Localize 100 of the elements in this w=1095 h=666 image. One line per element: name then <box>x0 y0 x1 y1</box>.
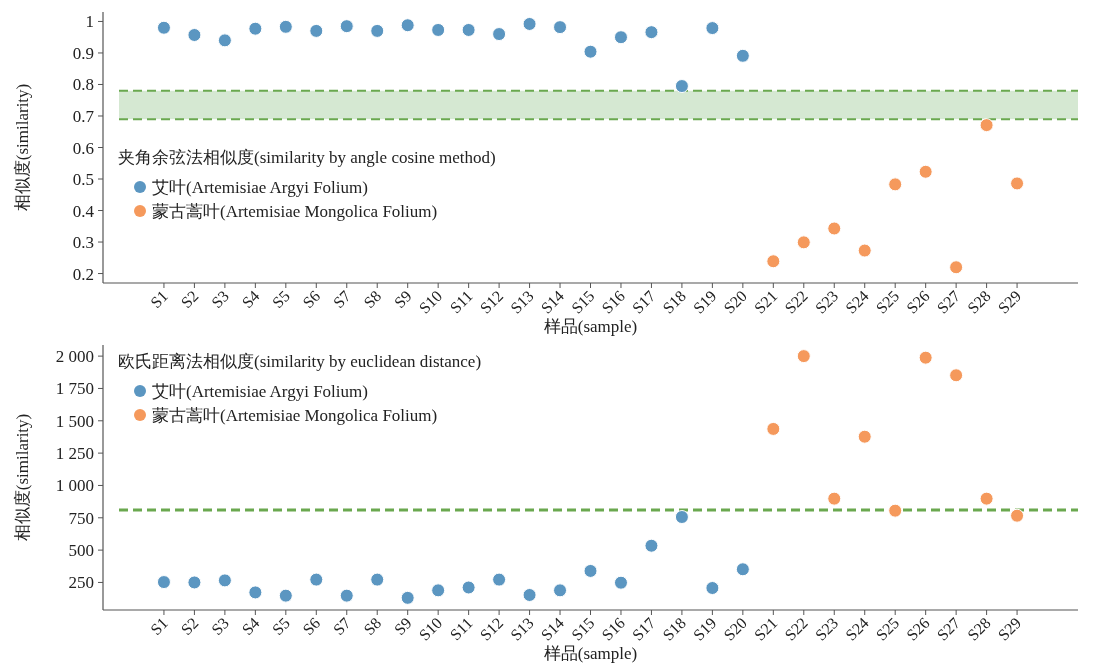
point <box>309 23 324 38</box>
x-tick-label: S10 <box>415 287 446 317</box>
y-tick-label: 2 000 <box>55 347 94 367</box>
x-tick-label: S19 <box>689 287 720 317</box>
y-tick-label: 0.4 <box>72 201 95 221</box>
y-tick-label: 0.8 <box>72 75 94 95</box>
x-tick-label: S25 <box>872 614 903 644</box>
y-tick-label: 250 <box>68 573 94 593</box>
x-tick-label: S17 <box>628 287 659 317</box>
point <box>918 164 933 179</box>
x-tick-label: S22 <box>781 614 811 644</box>
point <box>553 583 568 598</box>
y-tick-label: 0.2 <box>72 264 94 284</box>
point <box>766 254 781 269</box>
point <box>583 563 598 578</box>
x-tick-label: S27 <box>933 287 964 317</box>
y-tick-label: 750 <box>68 508 94 528</box>
x-tick-label: S16 <box>598 287 629 317</box>
x-tick-label: S18 <box>659 287 690 317</box>
x-tick-label: S6 <box>299 614 324 639</box>
point <box>339 19 354 34</box>
point <box>766 421 781 436</box>
y-tick-label: 1 500 <box>55 411 94 431</box>
point <box>522 588 537 602</box>
y-tick-label: 1 250 <box>55 444 94 464</box>
x-tick-label: S22 <box>781 287 811 317</box>
point <box>248 585 263 600</box>
point <box>492 27 507 42</box>
point <box>705 21 720 36</box>
point <box>156 575 171 590</box>
x-tick-label: S7 <box>329 614 354 639</box>
x-tick-label: S9 <box>390 287 415 312</box>
x-tick-label: S15 <box>567 287 598 317</box>
x-axis-title: 样品(sample) <box>543 317 638 336</box>
x-tick-label: S5 <box>268 614 293 639</box>
x-tick-label: S20 <box>720 614 750 644</box>
point <box>431 583 446 598</box>
x-tick-label: S18 <box>659 614 690 644</box>
x-tick-label: S5 <box>268 287 293 312</box>
y-tick-label: 0.3 <box>72 233 94 253</box>
x-tick-label: S29 <box>994 614 1025 644</box>
x-tick-label: S25 <box>872 287 903 317</box>
point <box>644 25 659 40</box>
point <box>674 79 689 94</box>
y-axis-title: 相似度(similarity) <box>13 413 32 542</box>
point <box>553 20 568 35</box>
point <box>217 33 232 48</box>
x-tick-label: S20 <box>720 287 750 317</box>
x-tick-label: S16 <box>598 614 629 644</box>
point <box>1010 508 1025 523</box>
point <box>644 538 659 553</box>
x-tick-label: S13 <box>507 614 537 644</box>
point <box>796 235 811 250</box>
x-tick-label: S2 <box>177 614 202 639</box>
x-tick-label: S3 <box>208 614 232 639</box>
x-tick-label: S13 <box>507 287 537 317</box>
legend-label: 蒙古蒿叶(Artemisiae Mongolica Folium) <box>152 406 438 425</box>
point <box>370 23 385 38</box>
point <box>492 572 507 587</box>
x-tick-label: S11 <box>446 614 476 644</box>
point <box>918 350 933 365</box>
y-tick-label: 0.5 <box>72 170 94 190</box>
point <box>888 177 903 192</box>
legend-label: 蒙古蒿叶(Artemisiae Mongolica Folium) <box>152 202 438 221</box>
x-tick-label: S24 <box>842 614 872 644</box>
x-tick-label: S9 <box>390 614 415 639</box>
x-tick-label: S11 <box>446 287 476 317</box>
x-tick-label: S1 <box>147 287 172 312</box>
x-tick-label: S23 <box>811 287 842 317</box>
x-tick-label: S21 <box>750 287 781 317</box>
point <box>979 491 994 506</box>
legend-title: 欧氏距离法相似度(similarity by euclidean distance) <box>118 352 482 371</box>
x-tick-label: S28 <box>964 614 994 644</box>
x-tick-label: S24 <box>842 287 872 317</box>
x-tick-label: S2 <box>177 287 202 312</box>
x-tick-label: S1 <box>147 614 172 639</box>
point <box>431 22 446 37</box>
legend-label: 艾叶(Artemisiae Argyi Folium) <box>152 178 368 197</box>
point <box>857 429 872 444</box>
y-axis-title: 相似度(similarity) <box>13 83 32 212</box>
x-tick-label: S3 <box>208 287 232 312</box>
point <box>705 581 720 596</box>
y-tick-label: 0.6 <box>72 138 94 158</box>
legend-title: 夹角余弦法相似度(similarity by angle cosine method) <box>118 148 496 167</box>
point <box>735 48 750 63</box>
point <box>217 573 232 588</box>
point <box>400 590 415 605</box>
point <box>857 243 872 258</box>
point <box>674 510 689 525</box>
point <box>187 28 202 42</box>
x-tick-label: S27 <box>933 614 964 644</box>
x-tick-label: S14 <box>537 614 568 644</box>
x-tick-label: S4 <box>238 287 263 312</box>
x-tick-label: S29 <box>994 287 1025 317</box>
point <box>278 588 293 603</box>
x-tick-label: S14 <box>537 287 568 317</box>
x-tick-label: S19 <box>689 614 720 644</box>
point <box>187 575 202 590</box>
point <box>400 18 415 33</box>
point <box>827 221 842 236</box>
